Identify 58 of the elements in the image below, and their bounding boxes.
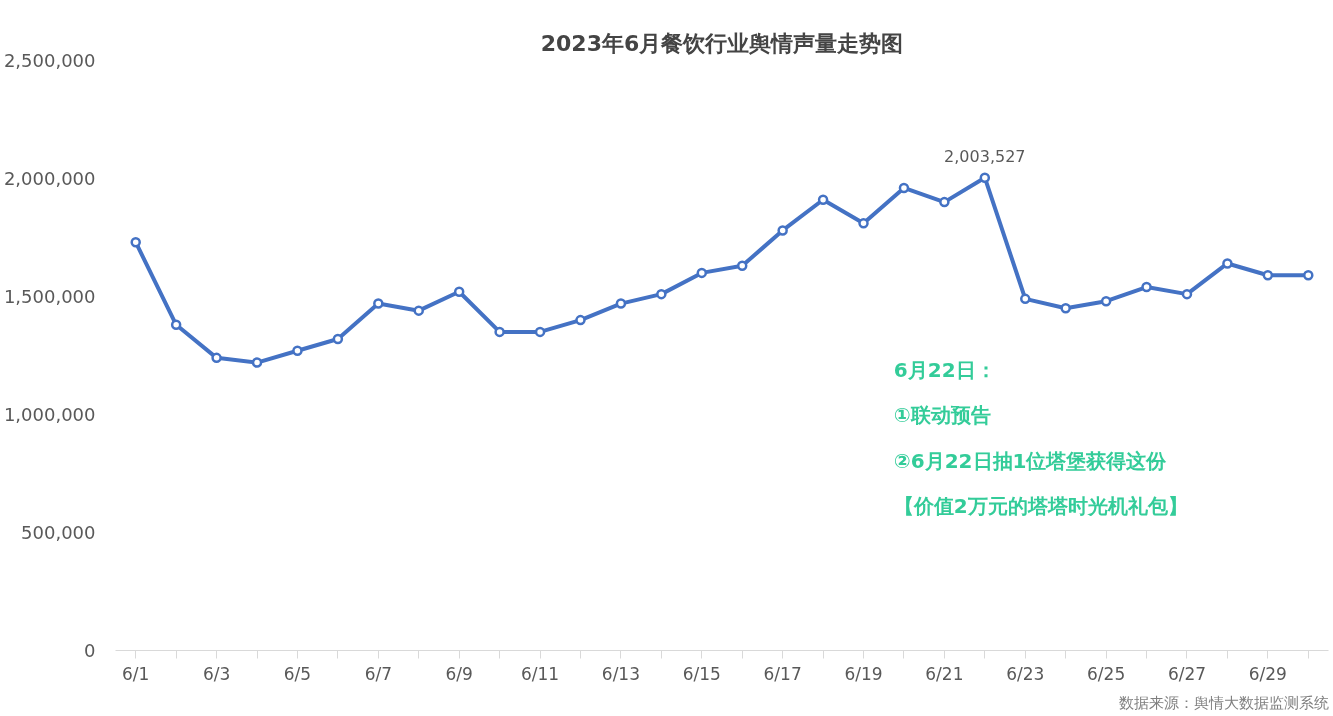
chart-title: 2023年6月餐饮行业舆情声量走势图 bbox=[540, 30, 904, 56]
x-tick-label: 6/9 bbox=[445, 663, 473, 684]
point bbox=[130, 236, 141, 248]
point bbox=[1222, 258, 1233, 269]
point bbox=[615, 298, 627, 309]
point bbox=[696, 267, 708, 279]
point bbox=[858, 218, 869, 229]
y-tick-label: 2,000,000 bbox=[3, 168, 96, 189]
x-tick-label: 6/1 bbox=[122, 663, 150, 684]
point bbox=[494, 326, 505, 338]
x-tick-label: 6/21 bbox=[925, 663, 964, 684]
annotation: 6月22日： bbox=[893, 358, 996, 383]
x-tick-label: 6/5 bbox=[283, 663, 312, 684]
x-tick-label: 6/29 bbox=[1248, 663, 1287, 684]
x-tick-label: 6/19 bbox=[844, 663, 883, 684]
y-tick-label: 1,000,000 bbox=[3, 404, 96, 425]
point bbox=[1181, 288, 1193, 300]
point bbox=[656, 288, 667, 300]
point bbox=[575, 314, 586, 326]
point bbox=[1141, 281, 1152, 293]
point bbox=[292, 345, 303, 357]
point bbox=[373, 298, 384, 309]
x-tick-label: 6/27 bbox=[1167, 663, 1207, 684]
x-tick-label: 6/3 bbox=[202, 663, 231, 684]
y-tick-label: 500,000 bbox=[21, 522, 96, 543]
x-tick-label: 6/13 bbox=[601, 663, 641, 684]
point bbox=[251, 357, 263, 368]
point bbox=[939, 196, 950, 208]
point bbox=[534, 326, 546, 338]
point bbox=[817, 194, 829, 205]
y-tick-label: 0 bbox=[84, 640, 96, 661]
point bbox=[1020, 293, 1031, 305]
x-tick-label: 6/11 bbox=[520, 663, 560, 684]
y-tick-label: 1,500,000 bbox=[3, 286, 96, 307]
annotation: 【价值2万元的塔塔时光机礼包】 bbox=[893, 494, 1188, 519]
point bbox=[898, 182, 910, 194]
point bbox=[979, 172, 991, 183]
point bbox=[1262, 270, 1274, 281]
point bbox=[736, 260, 748, 272]
point bbox=[332, 333, 344, 345]
point bbox=[1303, 270, 1314, 281]
x-tick-label: 6/23 bbox=[1006, 663, 1045, 684]
y-tick-label: 2,500,000 bbox=[3, 50, 96, 71]
point bbox=[211, 352, 222, 364]
source-note: 数据来源：舆情大数据监测系统 bbox=[1118, 693, 1329, 712]
point bbox=[413, 305, 424, 316]
x-tick-label: 6/7 bbox=[364, 663, 392, 684]
x-tick-label: 6/17 bbox=[763, 663, 802, 684]
x-tick-label: 6/25 bbox=[1087, 663, 1126, 684]
point bbox=[1060, 303, 1071, 314]
data-label: 2,003,527 bbox=[944, 146, 1026, 166]
point bbox=[1100, 295, 1112, 307]
annotation: ②6月22日抽1位塔堡获得这份 bbox=[893, 448, 1168, 473]
point bbox=[777, 225, 788, 236]
annotation: ①联动预告 bbox=[893, 403, 991, 428]
point bbox=[453, 286, 465, 298]
x-tick-label: 6/15 bbox=[682, 663, 721, 684]
point bbox=[170, 319, 182, 331]
